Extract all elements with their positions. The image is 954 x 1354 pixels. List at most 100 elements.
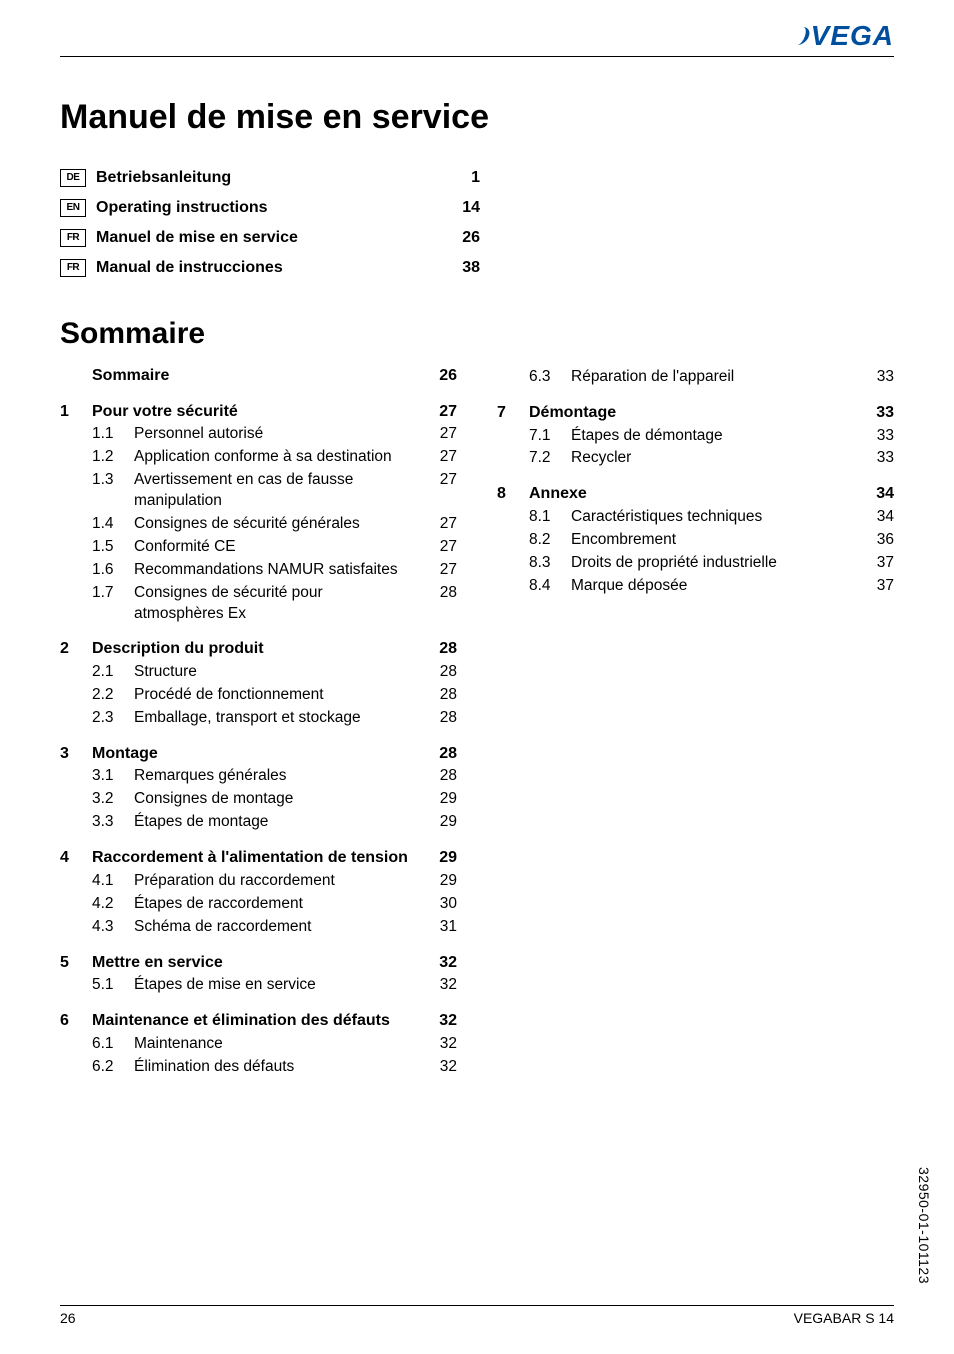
toc-sub-number: 5.1	[92, 975, 134, 996]
language-label: Betriebsanleitung	[96, 169, 450, 187]
toc-section-title: Description du produit	[92, 638, 423, 660]
toc-sub-number: 1.1	[92, 424, 134, 445]
toc-sub-page: 28	[423, 708, 457, 729]
toc-sub-page: 27	[423, 470, 457, 512]
toc-sub-number: 6.2	[92, 1057, 134, 1078]
toc-section-page: 32	[423, 1010, 457, 1032]
toc-sub-number: 1.5	[92, 537, 134, 558]
toc-section-page: 27	[423, 401, 457, 423]
language-row: DE Betriebsanleitung1	[60, 163, 480, 193]
toc-sub-page: 37	[860, 553, 894, 574]
toc-sub-page: 29	[423, 789, 457, 810]
toc-sub-title: Personnel autorisé	[134, 424, 423, 445]
toc-section-title: Raccordement à l'alimentation de tension	[92, 847, 423, 869]
toc-section-page: 28	[423, 743, 457, 765]
toc-section: 7Démontage337.1Étapes de démontage337.2R…	[497, 402, 894, 469]
page-footer: 26 VEGABAR S 14	[60, 1305, 894, 1326]
toc-section-heading: 8Annexe34	[497, 483, 894, 505]
toc-sub-title: Recommandations NAMUR satisfaites	[134, 560, 423, 581]
language-row: FRManual de instrucciones38	[60, 253, 480, 283]
toc-subentry: 8.4Marque déposée37	[497, 576, 894, 597]
toc-sub-page: 32	[423, 1057, 457, 1078]
footer-page-number: 26	[60, 1310, 76, 1326]
toc-sub-number: 4.1	[92, 871, 134, 892]
toc-section-page: 33	[860, 402, 894, 424]
toc-column-left: Sommaire 26 1Pour votre sécurité271.1Per…	[60, 365, 457, 1078]
toc-section-number: 2	[60, 638, 92, 660]
flag-icon: EN	[60, 199, 86, 217]
document-code: 32950-01-101123	[916, 1167, 932, 1284]
toc-subentry: 5.1Étapes de mise en service32	[60, 975, 457, 996]
toc-self-page: 26	[423, 365, 457, 387]
toc-subentry: 4.1Préparation du raccordement29	[60, 871, 457, 892]
toc-section-number: 1	[60, 401, 92, 423]
toc-sub-page: 33	[860, 426, 894, 447]
toc-subentry: 1.2Application conforme à sa destination…	[60, 447, 457, 468]
toc-sub-title: Élimination des défauts	[134, 1057, 423, 1078]
toc-sub-number: 7.2	[529, 448, 571, 469]
toc-section-number: 7	[497, 402, 529, 424]
toc-sub-title: Étapes de démontage	[571, 426, 860, 447]
toc-section-page: 32	[423, 952, 457, 974]
toc-subentry: 6.3Réparation de l'appareil33	[497, 367, 894, 388]
toc-sub-title: Schéma de raccordement	[134, 917, 423, 938]
toc-sub-title: Emballage, transport et stockage	[134, 708, 423, 729]
toc-sub-title: Préparation du raccordement	[134, 871, 423, 892]
brand-logo: VEGA	[779, 20, 894, 52]
toc-sub-number: 4.3	[92, 917, 134, 938]
header-rule	[60, 56, 894, 57]
toc-sub-number: 1.6	[92, 560, 134, 581]
toc-sub-page: 27	[423, 514, 457, 535]
toc-sub-title: Remarques générales	[134, 766, 423, 787]
toc-subentry: 7.2Recycler33	[497, 448, 894, 469]
toc-sub-title: Réparation de l'appareil	[571, 367, 860, 388]
toc-section-title: Montage	[92, 743, 423, 765]
toc-section-heading: 3Montage28	[60, 743, 457, 765]
language-label: Manual de instrucciones	[96, 259, 450, 277]
toc-subentry: 1.4Consignes de sécurité générales27	[60, 514, 457, 535]
toc-sub-title: Encombrement	[571, 530, 860, 551]
language-label: Manuel de mise en service	[96, 229, 450, 247]
toc-section-title: Annexe	[529, 483, 860, 505]
toc-subentry: 3.1Remarques générales28	[60, 766, 457, 787]
toc-sub-number: 8.3	[529, 553, 571, 574]
toc-sub-page: 31	[423, 917, 457, 938]
toc-sub-page: 36	[860, 530, 894, 551]
toc-sub-page: 27	[423, 537, 457, 558]
flag-icon: FR	[60, 229, 86, 247]
toc-section-number: 6	[60, 1010, 92, 1032]
toc-section-number: 5	[60, 952, 92, 974]
flag-icon: DE	[60, 169, 86, 187]
language-page: 1	[450, 169, 480, 187]
toc-sub-number: 6.3	[529, 367, 571, 388]
toc-section-title: Démontage	[529, 402, 860, 424]
toc-subentry: 8.1Caractéristiques techniques34	[497, 507, 894, 528]
toc-sub-number: 8.1	[529, 507, 571, 528]
toc-subentry: 8.2Encombrement36	[497, 530, 894, 551]
toc-subentry: 1.6Recommandations NAMUR satisfaites27	[60, 560, 457, 581]
toc-section: 2Description du produit282.1Structure282…	[60, 638, 457, 728]
toc-sub-title: Conformité CE	[134, 537, 423, 558]
toc-sub-title: Étapes de raccordement	[134, 894, 423, 915]
toc-sub-page: 29	[423, 812, 457, 833]
toc-sub-number: 3.1	[92, 766, 134, 787]
toc-sub-page: 28	[423, 662, 457, 683]
toc-sub-page: 28	[423, 685, 457, 706]
toc-sub-number: 3.2	[92, 789, 134, 810]
toc-section-page: 34	[860, 483, 894, 505]
toc-columns: Sommaire 26 1Pour votre sécurité271.1Per…	[60, 365, 894, 1078]
logo-swoosh-icon	[779, 25, 809, 47]
toc-section-heading: 6Maintenance et élimination des défauts3…	[60, 1010, 457, 1032]
toc-subentry: 4.2Étapes de raccordement30	[60, 894, 457, 915]
toc-section-heading: 2Description du produit28	[60, 638, 457, 660]
toc-sub-number: 1.3	[92, 470, 134, 512]
toc-sub-title: Avertissement en cas de fausse manipulat…	[134, 470, 423, 512]
toc-sub-title: Consignes de sécurité générales	[134, 514, 423, 535]
toc-section-page: 29	[423, 847, 457, 869]
toc-sub-page: 27	[423, 447, 457, 468]
page-title: Manuel de mise en service	[60, 98, 894, 137]
toc-section-title: Mettre en service	[92, 952, 423, 974]
toc-sub-title: Application conforme à sa destination	[134, 447, 423, 468]
toc-sub-number: 7.1	[529, 426, 571, 447]
toc-section-heading: 4Raccordement à l'alimentation de tensio…	[60, 847, 457, 869]
